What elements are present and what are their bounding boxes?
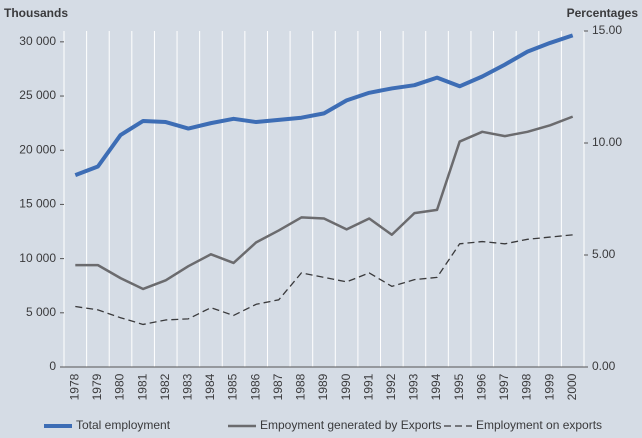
x-tick-label: 1989 — [316, 373, 330, 400]
y2-tick-label: 10.00 — [592, 135, 622, 149]
x-tick-label: 1998 — [520, 373, 534, 400]
x-tick-label: 1999 — [542, 373, 556, 400]
x-tick-label: 2000 — [565, 373, 579, 400]
x-tick-label: 1980 — [113, 373, 127, 400]
x-tick-label: 1979 — [90, 373, 104, 400]
x-tick-label: 1996 — [474, 373, 488, 400]
x-tick-label: 1988 — [294, 373, 308, 400]
x-tick-label: 1993 — [407, 373, 421, 400]
x-tick-label: 1984 — [203, 373, 217, 400]
y-tick-label: 20 000 — [19, 142, 56, 156]
series-line — [75, 234, 573, 326]
x-tick-label: 1978 — [67, 373, 81, 400]
x-tick-label: 1983 — [181, 373, 195, 400]
x-tick-label: 1985 — [226, 373, 240, 400]
x-tick-label: 1995 — [452, 373, 466, 400]
x-tick-label: 1982 — [158, 373, 172, 400]
x-tick-label: 1992 — [384, 373, 398, 400]
legend-label: Empoyment generated by Exports — [260, 418, 441, 432]
y-tick-label: 30 000 — [19, 34, 56, 48]
x-tick-label: 1991 — [361, 373, 375, 400]
y-axis-label: Thousands — [4, 6, 68, 20]
legend-label: Employment on exports — [476, 418, 602, 432]
series-line — [75, 115, 574, 291]
x-tick-label: 1994 — [429, 373, 443, 400]
x-tick-label: 1990 — [339, 373, 353, 400]
y-tick-label: 10 000 — [19, 251, 56, 265]
legend-label: Total employment — [76, 418, 171, 432]
y-tick-label: 25 000 — [19, 88, 56, 102]
y-tick-label: 0 — [49, 359, 56, 373]
x-tick-label: 1981 — [135, 373, 149, 400]
y2-tick-label: 5.00 — [592, 247, 616, 261]
y2-tick-label: 15.00 — [592, 23, 622, 37]
series-line — [74, 33, 574, 178]
y-tick-label: 5 000 — [26, 305, 56, 319]
y-tick-label: 15 000 — [19, 197, 56, 211]
x-tick-label: 1987 — [271, 373, 285, 400]
y2-tick-label: 0.00 — [592, 359, 616, 373]
x-tick-label: 1986 — [248, 373, 262, 400]
x-tick-label: 1997 — [497, 373, 511, 400]
y2-axis-label: Percentages — [567, 6, 639, 20]
